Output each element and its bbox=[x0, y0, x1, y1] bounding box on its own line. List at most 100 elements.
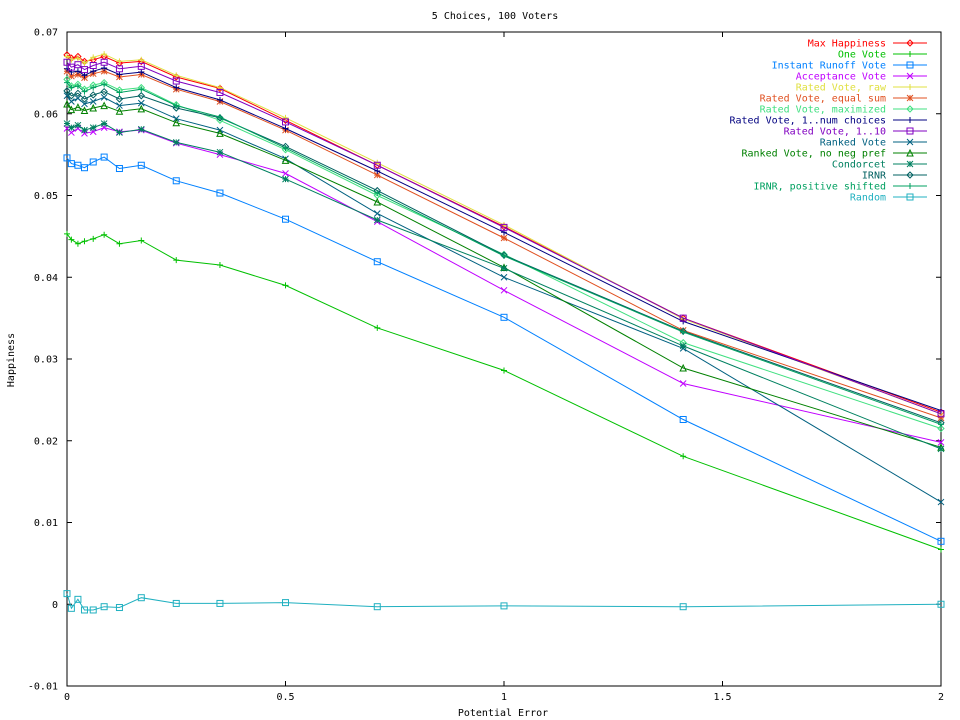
data-point bbox=[282, 145, 289, 152]
y-tick-label: 0.06 bbox=[34, 109, 58, 120]
data-point bbox=[138, 237, 145, 244]
x-axis-title: Potential Error bbox=[458, 708, 548, 719]
data-point bbox=[282, 599, 289, 607]
data-point bbox=[500, 602, 508, 610]
data-point bbox=[137, 62, 145, 70]
data-point bbox=[500, 223, 508, 231]
data-point bbox=[116, 71, 123, 78]
data-point bbox=[101, 231, 108, 238]
data-point bbox=[137, 125, 145, 133]
legend-marker bbox=[907, 183, 913, 189]
y-tick-label: 0.03 bbox=[34, 355, 58, 366]
data-point bbox=[74, 61, 82, 69]
data-point bbox=[938, 421, 944, 428]
data-point bbox=[679, 380, 687, 387]
x-tick-label: 0 bbox=[64, 692, 70, 703]
data-point bbox=[937, 445, 945, 453]
data-point bbox=[937, 439, 945, 446]
data-point bbox=[90, 235, 97, 242]
data-point bbox=[216, 261, 223, 268]
data-point bbox=[63, 87, 71, 95]
data-point bbox=[501, 367, 507, 374]
data-point bbox=[64, 53, 70, 60]
data-point bbox=[89, 103, 98, 112]
data-point bbox=[679, 314, 687, 322]
data-point bbox=[115, 65, 123, 73]
data-point bbox=[679, 363, 687, 372]
data-point bbox=[938, 546, 944, 553]
data-point bbox=[81, 72, 88, 79]
data-point bbox=[81, 60, 88, 67]
data-point bbox=[80, 95, 89, 103]
legend-marker bbox=[906, 193, 914, 201]
data-point bbox=[67, 160, 75, 168]
series-line bbox=[66, 156, 942, 542]
data-point bbox=[63, 120, 71, 127]
legend-label: Ranked Vote bbox=[820, 138, 886, 149]
y-tick-label: -0.01 bbox=[28, 682, 58, 693]
y-tick-label: 0.02 bbox=[34, 436, 58, 447]
data-point bbox=[74, 68, 81, 75]
data-point bbox=[74, 595, 82, 603]
data-point bbox=[100, 120, 108, 127]
series-one-vote bbox=[64, 230, 944, 553]
data-point bbox=[74, 82, 81, 89]
data-point bbox=[101, 81, 108, 88]
data-point bbox=[500, 313, 508, 321]
data-point bbox=[116, 89, 123, 96]
axes-ticks: -0.01 0 0.01 0.02 0.03 0.04 0.05 0.06 0.07 0 0.5 1 1… bbox=[28, 28, 944, 704]
data-point bbox=[81, 126, 88, 134]
series-line bbox=[66, 127, 942, 443]
legend-marker bbox=[906, 171, 914, 179]
data-point bbox=[937, 410, 945, 418]
series-rated-vote-1-num-choices bbox=[64, 64, 944, 414]
legend-label: IRNR, positive shifted bbox=[754, 182, 886, 193]
data-point bbox=[281, 156, 290, 164]
y-tick-label: 0.07 bbox=[34, 28, 58, 39]
series-irnr-positive-shifted bbox=[64, 79, 944, 428]
data-point bbox=[173, 102, 180, 109]
data-point bbox=[172, 104, 180, 112]
legend-label: Condorcet bbox=[832, 160, 886, 171]
data-point bbox=[115, 107, 124, 115]
series-random bbox=[63, 590, 945, 614]
data-point bbox=[89, 91, 97, 99]
data-point bbox=[74, 103, 82, 111]
legend-marker bbox=[907, 51, 913, 57]
data-point bbox=[67, 63, 75, 71]
data-point bbox=[282, 215, 289, 223]
data-point bbox=[138, 86, 145, 93]
series-rated-vote-raw bbox=[64, 51, 944, 417]
data-point bbox=[374, 324, 381, 331]
data-point bbox=[679, 603, 687, 611]
data-point bbox=[138, 56, 145, 63]
legend-label: Instant Runoff Vote bbox=[772, 61, 886, 72]
data-point bbox=[115, 604, 123, 612]
legend-label: Ranked Vote, no neg pref bbox=[742, 149, 887, 160]
data-point bbox=[67, 604, 75, 612]
legend-marker bbox=[906, 148, 914, 157]
data-point bbox=[173, 84, 180, 91]
data-point bbox=[68, 72, 75, 80]
data-point bbox=[373, 171, 381, 179]
legend-marker bbox=[906, 72, 914, 80]
data-point bbox=[81, 238, 88, 245]
data-point bbox=[172, 177, 180, 185]
y-tick-label: 0.05 bbox=[34, 191, 58, 202]
y-tick-label: 0 bbox=[52, 600, 58, 611]
data-point bbox=[100, 153, 108, 161]
legend-label: IRNR bbox=[862, 171, 887, 182]
data-point bbox=[216, 96, 223, 103]
data-point bbox=[282, 282, 289, 289]
data-point bbox=[63, 58, 71, 66]
data-point bbox=[68, 124, 75, 132]
data-point bbox=[116, 102, 123, 109]
x-tick-label: 1.5 bbox=[713, 692, 731, 703]
data-point bbox=[63, 154, 71, 162]
data-point bbox=[74, 161, 82, 169]
data-point bbox=[137, 594, 145, 602]
data-point bbox=[64, 230, 70, 237]
data-point bbox=[501, 252, 507, 259]
data-point bbox=[500, 286, 508, 294]
